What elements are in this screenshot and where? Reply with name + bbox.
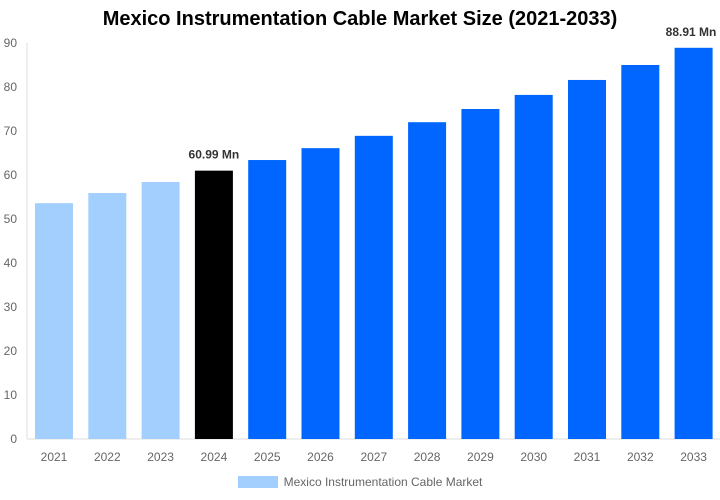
x-tick-label: 2028 — [414, 450, 441, 464]
chart-title: Mexico Instrumentation Cable Market Size… — [102, 8, 618, 30]
x-tick-label: 2032 — [627, 450, 654, 464]
bar-2031 — [568, 79, 606, 440]
x-tick-label: 2026 — [307, 450, 334, 464]
bar-2023 — [141, 182, 180, 440]
bar-2028 — [408, 122, 447, 439]
bar-2033 — [674, 47, 713, 440]
x-tick-label: 2030 — [520, 450, 547, 464]
bar-2025 — [248, 160, 287, 440]
x-tick-label: 2027 — [360, 450, 387, 464]
bar-2024 — [194, 170, 233, 440]
bar-2032 — [621, 65, 660, 439]
x-tick-label: 2023 — [147, 450, 174, 464]
legend: Mexico Instrumentation Cable Market — [0, 475, 720, 489]
y-tick-label: 90 — [4, 36, 18, 50]
bar-2029 — [461, 109, 500, 439]
x-tick-label: 2031 — [574, 450, 601, 464]
y-tick-label: 30 — [4, 300, 18, 314]
y-tick-label: 50 — [4, 212, 18, 226]
data-label: 88.91 Mn — [666, 25, 717, 39]
y-tick-label: 60 — [4, 168, 18, 182]
x-tick-label: 2022 — [94, 450, 121, 464]
y-tick-label: 0 — [10, 432, 17, 446]
x-tick-label: 2021 — [41, 450, 68, 464]
y-tick-label: 10 — [4, 388, 18, 402]
y-tick-label: 70 — [4, 124, 18, 138]
legend-swatch — [237, 476, 278, 488]
bar-2022 — [88, 193, 127, 439]
x-tick-label: 2025 — [254, 450, 281, 464]
bar-2021 — [35, 203, 73, 439]
y-tick-label: 20 — [4, 344, 18, 358]
x-tick-label: 2024 — [201, 450, 228, 464]
y-tick-label: 40 — [4, 256, 18, 270]
x-tick-label: 2033 — [680, 450, 707, 464]
data-label: 60.99 Mn — [189, 148, 240, 162]
bar-2030 — [514, 94, 553, 440]
x-tick-label: 2029 — [467, 450, 494, 464]
y-tick-label: 80 — [4, 80, 18, 94]
legend-label: Mexico Instrumentation Cable Market — [283, 475, 483, 489]
bar-2027 — [354, 135, 393, 439]
bar-2026 — [301, 148, 340, 439]
